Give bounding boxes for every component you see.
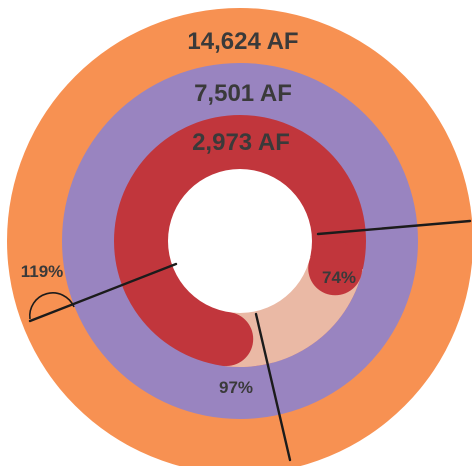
angle-arc-marker [29,292,75,320]
inner-ring-percent-label: 74% [322,268,356,287]
inner-ring-arc-end-cap [308,241,363,296]
left-divider-line [28,262,178,323]
rings-group [7,8,472,466]
center-hole [168,169,312,313]
inner-ring-arc-start-cap [199,312,254,366]
dividers-group [28,219,472,462]
outer-ring-label: 14,624 AF [187,28,298,55]
middle-ring-label: 7,501 AF [194,80,292,107]
inner-ring-label: 2,973 AF [192,129,290,156]
outer-ring-percent-label: 119% [21,262,64,281]
bottom-divider-line [254,312,292,462]
middle-ring-percent-label: 97% [219,378,253,397]
right-divider-line [316,219,472,236]
